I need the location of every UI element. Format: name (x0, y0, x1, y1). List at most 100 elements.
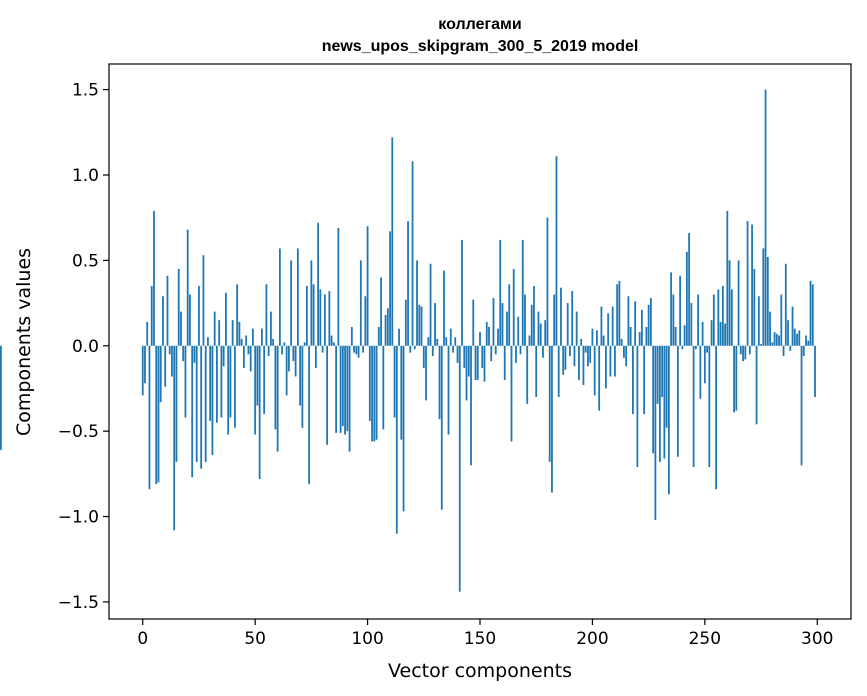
bar (377, 326, 380, 346)
bar (238, 321, 241, 346)
bar (285, 345, 288, 396)
bar (312, 284, 315, 346)
bar (805, 335, 807, 346)
bar (373, 345, 376, 442)
bar (717, 289, 720, 346)
bar (348, 345, 351, 452)
bar (443, 270, 445, 346)
bar (629, 326, 632, 346)
bar (611, 306, 614, 346)
bar (204, 345, 207, 462)
y-tick-label: −1.0 (58, 508, 99, 528)
bar (798, 330, 801, 346)
y-tick-label: 0.5 (72, 251, 99, 271)
bar (764, 89, 767, 346)
bar (775, 333, 778, 346)
bar (265, 284, 268, 346)
bar (652, 345, 655, 454)
bar (600, 306, 603, 346)
bar (283, 342, 286, 346)
bar (679, 275, 682, 346)
bar (560, 287, 562, 346)
bar (645, 326, 648, 346)
bar (564, 345, 567, 370)
bar (332, 342, 335, 346)
bar (222, 345, 225, 367)
bar (663, 345, 666, 459)
bar (407, 221, 409, 346)
bar (618, 280, 621, 346)
bar (182, 345, 185, 362)
bar (144, 345, 146, 384)
bar (762, 248, 765, 346)
bar (692, 345, 695, 468)
bar (721, 286, 724, 346)
bar (580, 338, 583, 346)
bar (778, 335, 780, 346)
bar (269, 311, 272, 346)
bar (524, 294, 526, 346)
bar (658, 345, 661, 462)
bar (382, 345, 385, 430)
bar (339, 345, 342, 433)
bar (166, 275, 169, 346)
bar (193, 345, 196, 363)
bar (690, 303, 693, 346)
bar (809, 280, 812, 346)
bar (252, 328, 254, 346)
bar (530, 304, 533, 346)
bar (420, 306, 423, 346)
bar (231, 320, 234, 346)
bar (256, 345, 259, 406)
bar (735, 345, 738, 411)
bar (427, 337, 430, 346)
bar (380, 277, 382, 346)
bar (449, 328, 452, 346)
bar (391, 137, 394, 346)
bar (292, 345, 295, 362)
y-tick-label: 1.5 (72, 81, 99, 101)
bar (699, 345, 702, 399)
bar (155, 345, 158, 485)
bar (674, 326, 677, 346)
bar (755, 345, 758, 425)
bar (661, 345, 664, 397)
bar (800, 345, 803, 466)
bar (357, 345, 360, 358)
bar (625, 345, 628, 367)
x-tick-label: 300 (801, 629, 833, 649)
bar (742, 345, 744, 362)
bar (411, 161, 414, 346)
bar (310, 260, 313, 346)
bar (438, 345, 441, 420)
bar (207, 337, 209, 346)
bar (229, 345, 232, 418)
bar (278, 248, 281, 346)
bar (519, 345, 522, 355)
bars-group (0, 89, 816, 592)
bar (575, 311, 578, 346)
bar (368, 345, 371, 421)
bar (261, 328, 263, 346)
bar (148, 345, 151, 490)
bar (730, 289, 733, 346)
bar (402, 345, 405, 512)
bar (485, 321, 488, 346)
bar (582, 345, 585, 386)
bar (267, 345, 270, 357)
bar (353, 345, 355, 353)
bar (209, 345, 212, 421)
bar (359, 260, 362, 346)
bar (737, 260, 740, 346)
bar (211, 345, 214, 456)
bar (571, 291, 574, 346)
bar (472, 299, 475, 346)
bar (290, 260, 293, 346)
x-axis-label: Vector components (388, 660, 572, 682)
bar (258, 345, 261, 479)
bar (245, 335, 248, 346)
bar (521, 239, 524, 346)
bar (539, 323, 542, 346)
bar (198, 286, 200, 346)
bar (616, 284, 619, 346)
